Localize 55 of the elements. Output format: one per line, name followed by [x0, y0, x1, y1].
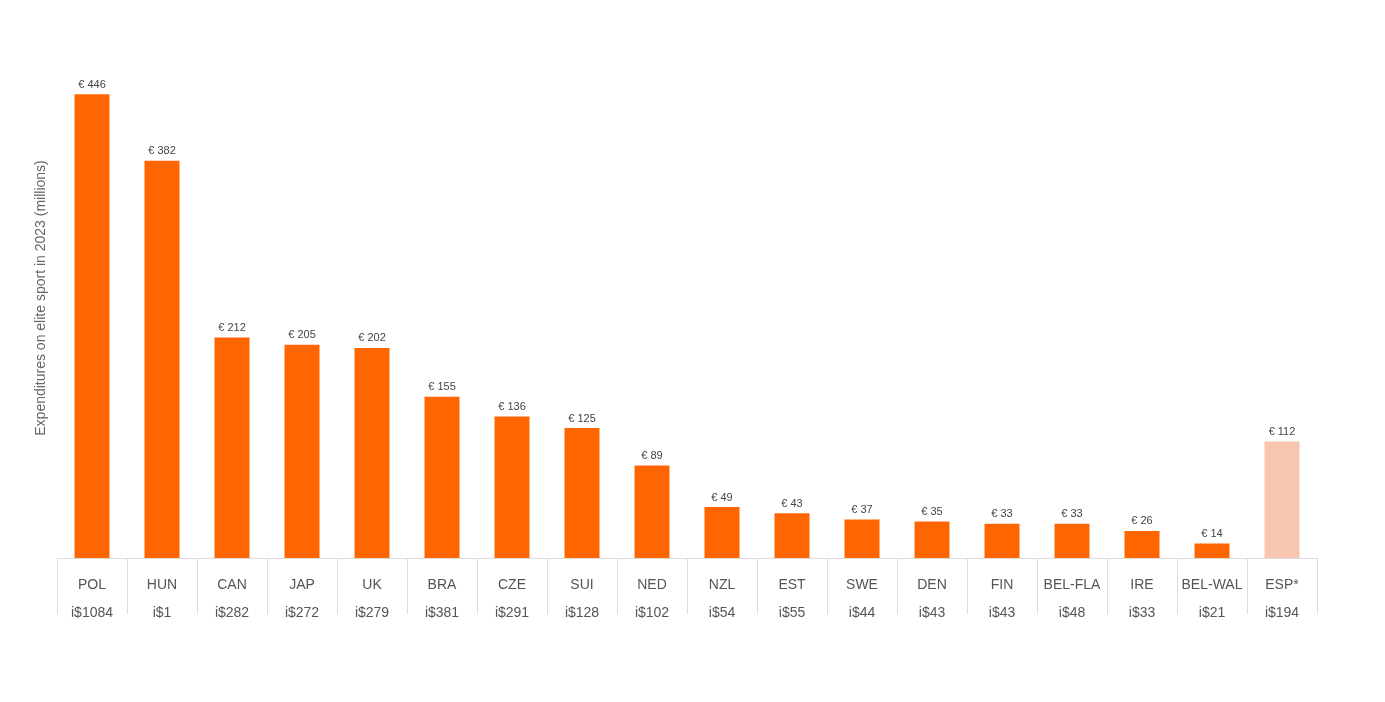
x-tick-label: POL i$1084 — [70, 576, 114, 620]
bar — [1054, 523, 1090, 558]
data-label: € 89 — [641, 448, 663, 461]
x-tick-label: UK i$279 — [354, 576, 390, 620]
bar — [494, 416, 530, 558]
data-label: € 33 — [1061, 507, 1083, 520]
data-label: € 382 — [148, 144, 176, 157]
bar — [634, 465, 670, 558]
x-tick-label: CZE i$291 — [494, 576, 530, 620]
x-tick-label: NZL i$54 — [708, 576, 736, 620]
x-tick-label: BEL-WAL i$21 — [1181, 576, 1243, 620]
x-tick-label: BEL-FLA i$48 — [1043, 576, 1102, 620]
x-tick-label: EST i$55 — [778, 576, 807, 620]
data-label: € 26 — [1131, 514, 1153, 527]
bar — [704, 507, 740, 558]
x-tick-label: NED i$102 — [634, 576, 670, 620]
data-label: € 43 — [781, 496, 803, 509]
bar — [1194, 543, 1230, 558]
bar — [144, 160, 180, 558]
data-label: € 205 — [288, 328, 316, 341]
data-label: € 112 — [1268, 425, 1296, 438]
bar — [424, 396, 460, 558]
y-axis-title: Expenditures on elite sport in 2023 (millions) — [32, 160, 48, 436]
bar — [354, 347, 390, 558]
data-label: € 155 — [428, 380, 456, 393]
x-tick-label: CAN i$282 — [214, 576, 250, 620]
bar — [844, 519, 880, 558]
x-tick-label: BRA i$381 — [424, 576, 460, 620]
data-label: € 202 — [358, 331, 386, 344]
data-label: € 14 — [1201, 526, 1223, 539]
bar — [214, 337, 250, 558]
x-tick-label: ESP* i$194 — [1264, 576, 1300, 620]
bar — [1124, 530, 1160, 558]
data-label: € 35 — [921, 505, 943, 518]
data-label: € 125 — [568, 411, 596, 424]
x-tick-label: FIN i$43 — [988, 576, 1016, 620]
data-label: € 212 — [218, 321, 246, 334]
data-label: € 446 — [78, 77, 106, 90]
bar — [914, 521, 950, 558]
x-tick-label: SUI i$128 — [564, 576, 600, 620]
x-tick-label: SWE i$44 — [846, 576, 878, 620]
data-label: € 49 — [711, 490, 733, 503]
x-tick-label: HUN i$1 — [146, 576, 178, 620]
x-tick-label: JAP i$272 — [284, 576, 320, 620]
bar — [774, 513, 810, 558]
x-tick-label: IRE i$33 — [1128, 576, 1156, 620]
bar — [1264, 441, 1300, 558]
bar — [564, 428, 600, 558]
data-label: € 136 — [498, 400, 526, 413]
data-label: € 33 — [991, 507, 1013, 520]
x-tick-label: DEN i$43 — [917, 576, 947, 620]
data-label: € 37 — [851, 503, 873, 516]
bar — [284, 344, 320, 558]
bar — [74, 94, 110, 558]
bar — [984, 523, 1020, 558]
